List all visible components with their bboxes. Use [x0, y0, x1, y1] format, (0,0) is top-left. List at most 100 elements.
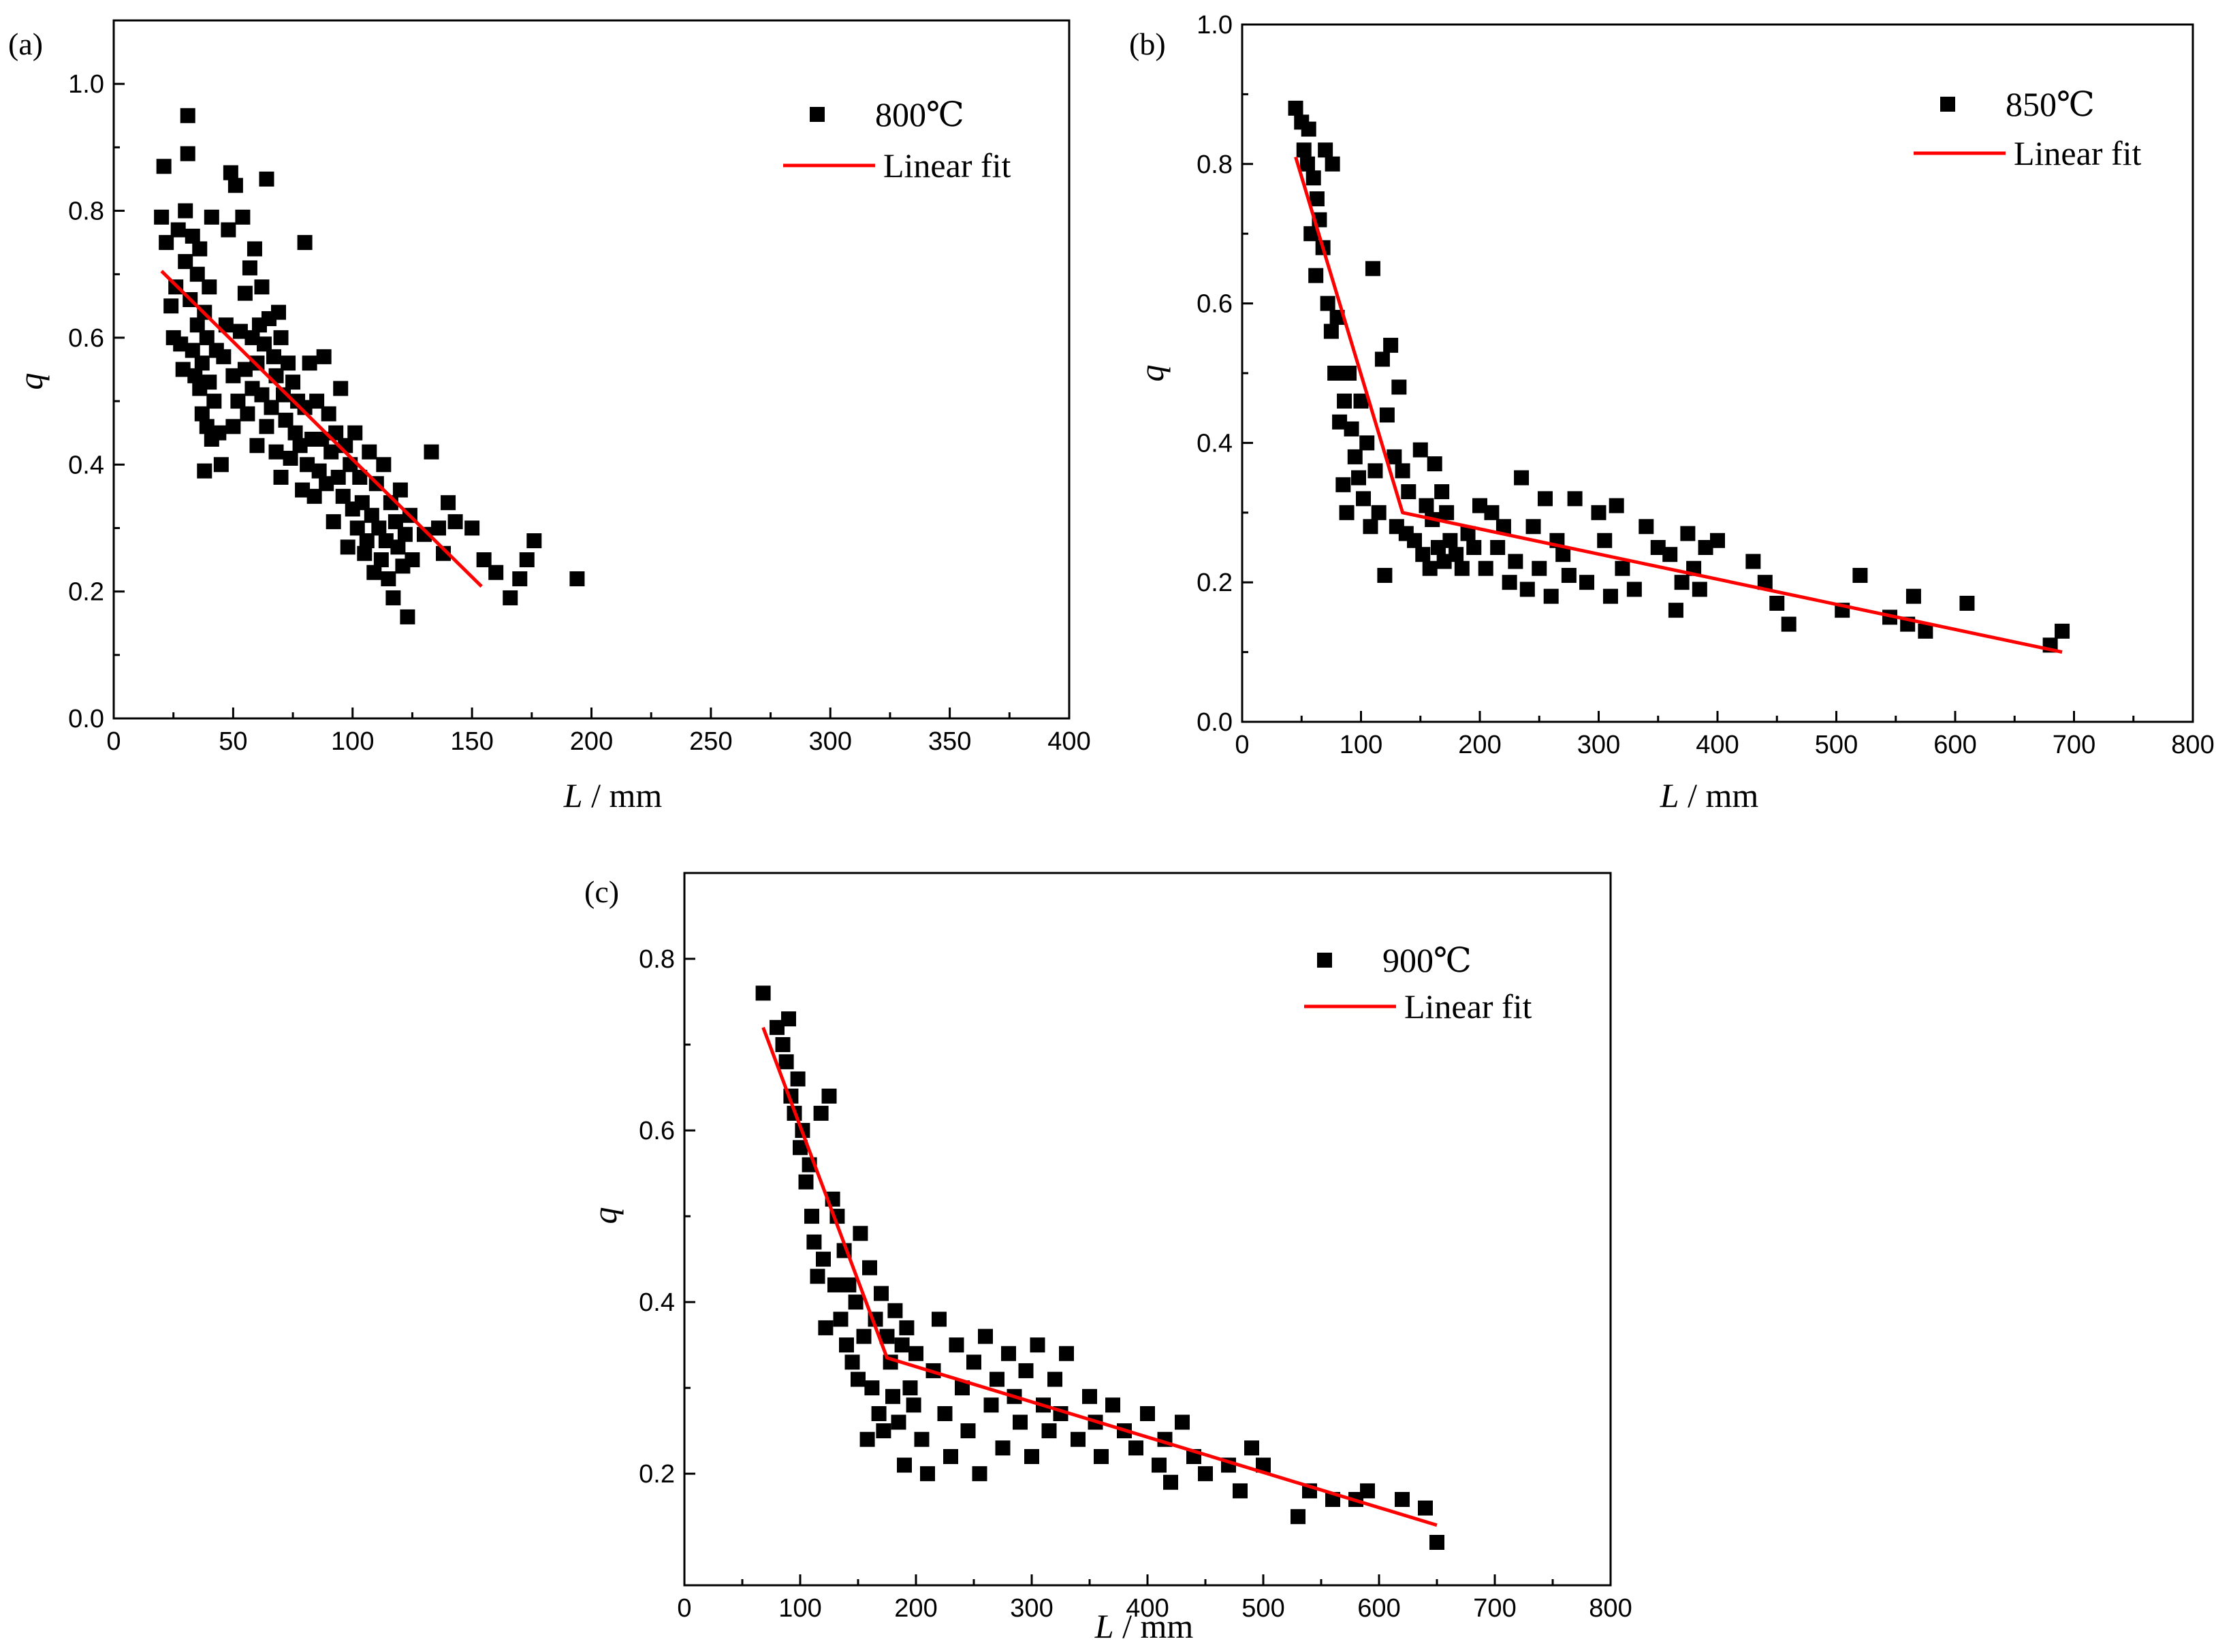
data-point	[1502, 575, 1517, 590]
data-point	[920, 1466, 935, 1482]
data-point	[264, 400, 279, 415]
y-tick-label: 0.0	[1197, 708, 1233, 737]
data-point	[1484, 505, 1500, 520]
data-point	[1059, 1346, 1074, 1361]
data-point	[1692, 582, 1707, 597]
data-point	[1918, 623, 1933, 639]
data-point	[1662, 547, 1678, 562]
data-point	[194, 406, 210, 422]
data-point	[983, 1397, 999, 1413]
data-point	[199, 419, 215, 434]
data-point	[237, 362, 253, 377]
data-point	[221, 222, 236, 238]
data-point	[359, 533, 375, 549]
data-point	[1757, 575, 1773, 590]
data-point	[1323, 323, 1339, 339]
data-point	[225, 368, 241, 383]
data-point	[1415, 547, 1431, 562]
data-point	[242, 260, 257, 276]
legend-series-label: 800℃	[875, 95, 964, 133]
data-point	[770, 1019, 785, 1035]
data-point	[378, 533, 394, 549]
x-tick-label: 100	[1340, 731, 1382, 759]
data-point	[1128, 1440, 1143, 1456]
data-point	[326, 514, 341, 530]
data-point	[1422, 560, 1438, 576]
x-axis-label-variable: L	[1660, 776, 1679, 814]
data-point	[1674, 575, 1690, 590]
data-point	[1363, 519, 1378, 535]
data-point	[373, 552, 389, 568]
data-point	[178, 203, 193, 219]
data-point	[259, 419, 274, 434]
data-point	[1626, 582, 1642, 597]
x-tick-label: 400	[1696, 731, 1739, 759]
data-point	[376, 457, 392, 473]
data-point	[1320, 296, 1335, 311]
data-point	[1525, 519, 1541, 535]
data-point	[844, 1354, 860, 1370]
legend-fit-label: Linear fit	[1404, 987, 1532, 1026]
data-point	[1429, 1534, 1444, 1550]
data-point	[295, 482, 311, 498]
data-point	[283, 450, 298, 466]
data-point	[862, 1260, 877, 1275]
data-point	[424, 444, 439, 460]
y-tick-label: 0.4	[639, 1288, 675, 1317]
data-point	[2055, 623, 2070, 639]
data-point	[1299, 156, 1315, 172]
data-point	[1419, 498, 1434, 513]
y-tick-label: 0.6	[1197, 290, 1233, 319]
x-tick-label: 100	[778, 1594, 821, 1623]
x-tick-label: 0	[1235, 731, 1249, 759]
data-point	[1561, 567, 1577, 583]
data-point	[249, 438, 265, 454]
data-point	[371, 520, 387, 536]
y-tick-label: 1.0	[68, 70, 104, 99]
y-tick-label: 0.6	[68, 324, 104, 353]
legend-series-label: 850℃	[2006, 85, 2095, 123]
data-point	[1449, 547, 1464, 562]
data-point	[170, 222, 186, 238]
data-point	[990, 1371, 1004, 1387]
data-point	[297, 400, 313, 415]
data-point	[1412, 442, 1428, 458]
legend-marker	[1317, 953, 1332, 968]
data-point	[319, 476, 334, 492]
data-point	[1309, 191, 1325, 206]
legend-fit-label: Linear fit	[883, 146, 1011, 185]
y-axis-label: q	[586, 1207, 624, 1224]
data-point	[1579, 575, 1595, 590]
data-point	[297, 235, 313, 251]
legend-marker	[1940, 97, 1955, 112]
data-point	[173, 336, 189, 352]
data-point	[1353, 393, 1369, 409]
data-point	[488, 565, 504, 580]
y-tick-label: 0.0	[68, 705, 104, 733]
x-tick-label: 50	[219, 727, 247, 756]
data-point	[194, 355, 210, 371]
data-point	[323, 444, 339, 460]
x-axis-label: L / mm	[1094, 1607, 1194, 1645]
data-point	[1332, 414, 1348, 430]
data-point	[333, 381, 349, 396]
data-point	[1198, 1466, 1213, 1482]
data-point	[276, 387, 291, 402]
data-point	[790, 1071, 806, 1087]
data-point	[1342, 366, 1357, 381]
data-point	[1508, 554, 1523, 569]
data-point	[1152, 1457, 1167, 1473]
data-point	[159, 235, 174, 251]
x-tick-label: 300	[1577, 731, 1620, 759]
data-point	[352, 469, 368, 485]
chart-panel-0: 0 50 100 150 200 250 300 350 400 0.0 0.2 0.4 0.6 0.8 1…	[8, 19, 1091, 814]
data-point	[1959, 595, 1975, 611]
data-point	[1680, 526, 1696, 541]
data-point	[328, 425, 344, 441]
data-point	[902, 1380, 918, 1396]
x-tick-label: 600	[1933, 731, 1976, 759]
data-point	[1555, 547, 1571, 562]
data-point	[1360, 1483, 1375, 1499]
x-tick-label: 700	[1473, 1594, 1516, 1623]
